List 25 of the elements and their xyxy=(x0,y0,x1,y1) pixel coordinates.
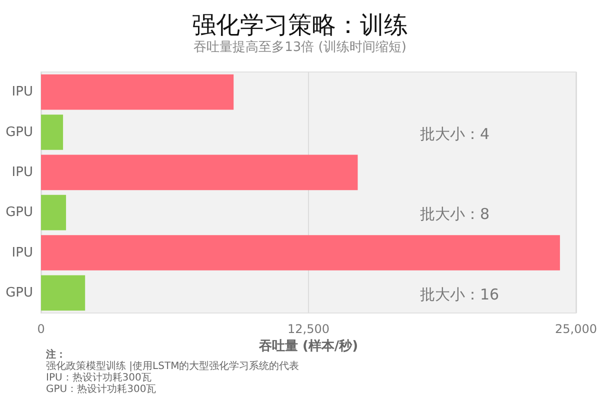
y-tick-label: GPU xyxy=(6,285,33,300)
chart-subtitle: 吞吐量提高至多13倍 (训练时间缩短) xyxy=(194,39,406,55)
bar xyxy=(41,194,66,230)
bar xyxy=(41,74,234,110)
chart-title: 强化学习策略：训练 xyxy=(192,11,408,39)
x-axis-title: 吞吐量 (样本/秒) xyxy=(258,338,358,354)
y-tick-label: IPU xyxy=(12,164,33,180)
annotation: 批大小：8 xyxy=(420,205,490,224)
y-tick-label: GPU xyxy=(6,124,33,140)
annotation: 批大小：16 xyxy=(420,286,500,304)
x-tick-label: 12,500 xyxy=(288,322,330,336)
text: 强化政策模型训练 |使用LSTM的大型强化学习系统的代表 xyxy=(46,360,300,372)
bar xyxy=(41,235,560,270)
text: IPU：热设计功耗300瓦 xyxy=(46,372,152,384)
text: GPU：热设计功耗300瓦 xyxy=(46,383,156,395)
bar xyxy=(41,114,64,150)
y-tick-label: IPU xyxy=(12,84,33,100)
x-tick-label: 0 xyxy=(37,322,45,336)
bar xyxy=(41,154,358,190)
bar xyxy=(41,275,86,311)
x-tick-label: 25,000 xyxy=(555,322,598,336)
y-tick-label: GPU xyxy=(6,205,33,220)
annotation: 批大小：4 xyxy=(420,124,490,143)
y-tick-label: IPU xyxy=(12,245,33,260)
text: 注： xyxy=(45,348,66,360)
